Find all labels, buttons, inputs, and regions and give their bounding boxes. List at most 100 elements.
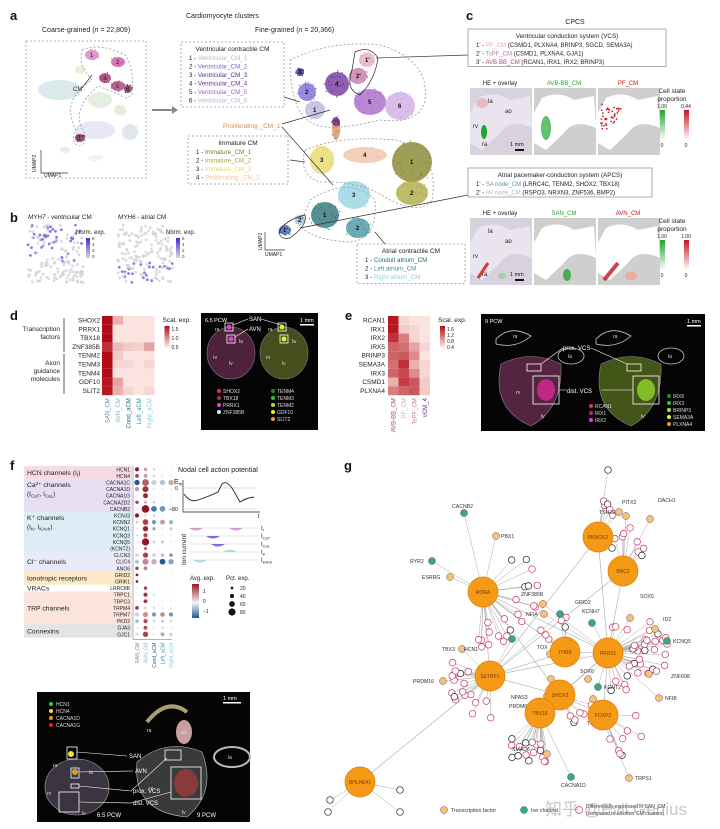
fine-cluster-point [336,71,338,73]
signal [68,751,74,757]
anatomy-label: ra [147,728,152,734]
proportion-signal [600,109,603,112]
current-label: If [261,526,265,533]
expression-point [156,227,160,231]
dotplot-dot [152,527,156,531]
expression-point [54,229,57,233]
dotplot-dot [160,612,165,617]
group-label: Axon [45,360,60,367]
dotplot-dot [152,606,156,610]
coarse-cluster-bg-point [87,135,89,137]
dotplot-dot [151,520,157,525]
expression-point [127,234,131,238]
coarse-cluster-bg-point [52,82,54,84]
legend-label: TENM3 [277,396,294,402]
expression-point [35,251,39,255]
expression-point [71,278,75,282]
fine-cluster-point [278,229,280,231]
category-label: Connexins [27,629,60,636]
dotplot-dot [136,587,138,590]
node-label: ESRRG [422,575,440,581]
fine-cluster-point [298,84,300,86]
item-label: SA node_CM [486,182,521,188]
node-label: NFIB [665,696,677,702]
fine-cluster-point [370,153,372,155]
proportion-signal [616,112,619,114]
coarse-cluster-bg-point [60,149,62,151]
panel-label-d: d [10,308,18,323]
anatomy-label: la [239,339,243,345]
proportion-signal [612,122,615,124]
dotplot-dot [134,612,140,617]
ap-title: Nodal cell action potential [178,467,258,474]
fine-cluster-point [317,102,319,104]
fine-cluster-point [283,233,286,235]
fine-cluster-point [314,153,316,155]
coarse-cm-cluster-point [90,49,92,51]
coarse-cluster-bg-point [105,129,107,131]
fine-cluster-point [410,112,413,114]
proportion-signal [608,109,611,111]
legend-label: HCN4 [56,709,70,715]
coarse-cluster-bg-point [121,114,124,116]
fine-cluster-point [370,156,372,158]
node-label: PRDM6 [509,704,527,710]
coarse-cm-cluster-point [118,61,120,63]
fine-cluster-point [365,57,367,60]
heatmap-cell [409,377,420,387]
coarse-cluster-bg-point [98,131,100,133]
fine-cluster-point [328,81,330,83]
category-band [24,591,132,625]
fine-cluster-number: 3 [352,193,356,199]
atrial-outline [299,187,376,243]
tf-node [446,573,454,581]
dotplot-dot [170,514,172,517]
fine-cluster-point [354,158,356,160]
fine-cluster-point [313,108,315,110]
expression-point [30,246,33,250]
coarse-cluster-bg-point [63,151,65,154]
colorbar-tick: 0.8 [447,339,454,345]
heatmap-cell [419,342,430,352]
fine-cluster-point [336,120,338,122]
dotplot-row-label: CACNA1G [106,494,130,500]
coarse-cluster-bg-point [124,112,126,115]
cm-pointer [81,74,93,89]
coarse-cluster-bg-point [93,155,95,157]
fine-cluster-point [310,95,312,98]
dotplot-row-label: GRID2 [115,573,131,579]
legend-dot [271,403,275,407]
de-gene-node [651,637,659,645]
legend-label: IRX5 [673,394,684,400]
heatmap-cell [388,324,399,334]
dotplot-dot [170,534,172,537]
colorbar [660,110,665,140]
expression-point [133,245,137,248]
fine-cluster-point [364,74,366,76]
dotplot-dot [159,558,166,565]
fine-cluster-point [357,91,359,93]
heatmap-cell [133,368,144,378]
fine-cluster-point [308,92,310,94]
expression-point [147,265,151,269]
expression-point [165,248,169,252]
coarse-cm-cluster-point [97,56,99,58]
dotplot-row-label: PKD2 [117,619,130,625]
expression-point [80,236,84,240]
heatmap-cell [388,333,399,343]
fine-cluster-number: 1 [323,213,327,219]
coarse-cluster-bg-point [95,159,98,161]
colorbar-tick: 6 [92,236,95,241]
fine-cluster-point [301,214,303,216]
legend-item-label: Left atrium_CM [374,266,416,273]
expression-point [38,279,42,283]
coarse-cluster-bg-point [126,128,128,130]
de-gene-node [494,632,503,640]
cpcs-box-title: Ventricular conduction system (VCS) [516,33,619,40]
fine-cluster-point [412,191,414,193]
legend-item: 3 - Immature_CM_3 [196,166,252,173]
expression-point [154,232,158,235]
heatmap-cell [398,333,409,343]
fine-cluster-point [366,93,369,95]
fine-cluster-point [295,220,297,222]
